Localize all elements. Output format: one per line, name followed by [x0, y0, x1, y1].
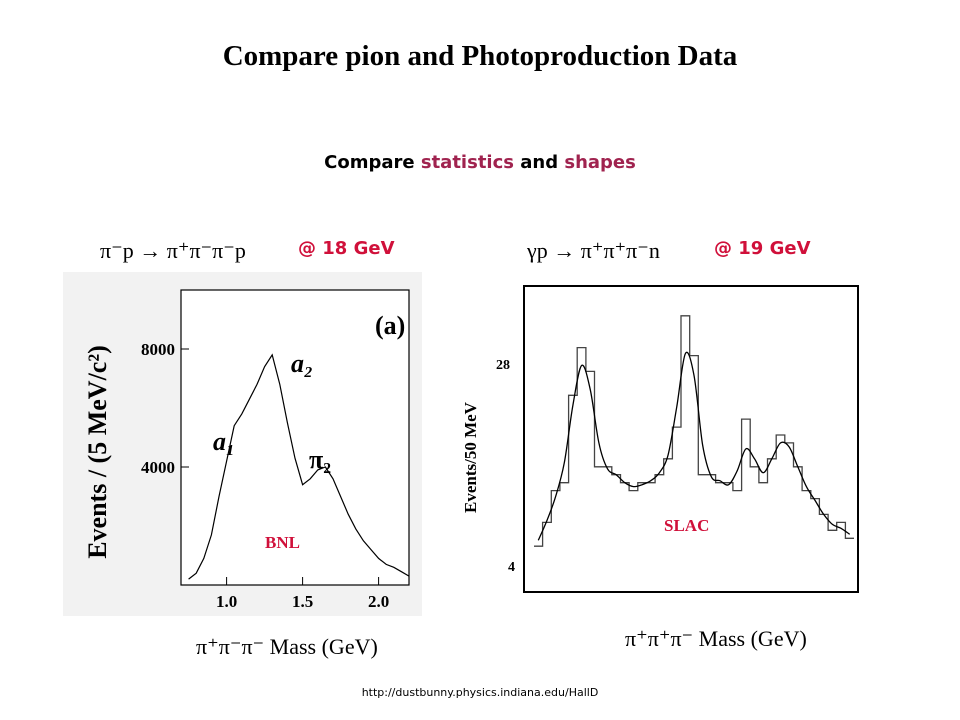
subtitle-middle: and	[513, 152, 565, 173]
subtitle: Compare statistics and shapes	[0, 152, 960, 173]
slac-xlabel: π⁺π⁺π⁻ Mass (GeV)	[625, 626, 807, 651]
source-url: http://dustbunny.physics.indiana.edu/Hal…	[361, 686, 599, 699]
slac-ytick-4: 4	[508, 560, 515, 575]
slac-chart: SLAC	[523, 285, 859, 593]
subtitle-statistics: statistics	[420, 152, 514, 173]
bnl-ytick-label: 4000	[141, 458, 175, 477]
bnl-ylabel: Events / (5 MeV/c²)	[83, 345, 112, 559]
slac-experiment-label: SLAC	[664, 516, 709, 535]
bnl-xtick-label: 1.0	[216, 592, 237, 611]
bnl-xtick-label: 2.0	[368, 592, 389, 611]
slac-ytick-28: 28	[496, 358, 510, 373]
bnl-xlabel: π⁺π⁻π⁻ Mass (GeV)	[196, 634, 378, 659]
slac-chart-panel: SLAC	[520, 278, 870, 600]
bnl-experiment-label: BNL	[265, 533, 300, 552]
bnl-xtick-label: 1.5	[292, 592, 313, 611]
slac-plot-frame	[523, 285, 859, 593]
slac-ylabel: Events/50 MeV	[461, 402, 480, 513]
bnl-plot-frame	[180, 289, 410, 586]
bnl-chart: 1.0 1.5 2.0 4000 8000 Events / (5 MeV/c²) (a…	[83, 289, 410, 611]
left-reaction: π⁻p → π⁺π⁻π⁻p	[100, 238, 246, 263]
slac-histogram	[534, 315, 854, 547]
right-reaction: γp → π⁺π⁺π⁻n	[527, 238, 660, 263]
bnl-ticks: 1.0 1.5 2.0 4000 8000	[141, 340, 389, 611]
bnl-chart-panel: 1.0 1.5 2.0 4000 8000 Events / (5 MeV/c²) (a…	[63, 272, 422, 616]
bnl-peak-a1: a₁	[213, 427, 235, 456]
slac-fit-curve	[537, 351, 851, 541]
bnl-ytick-label: 8000	[141, 340, 175, 359]
subtitle-prefix: Compare	[324, 152, 421, 173]
page-title: Compare pion and Photoproduction Data	[222, 40, 738, 72]
left-energy: @ 18 GeV	[298, 238, 395, 259]
bnl-peak-pi2: π₂	[309, 445, 331, 474]
subtitle-shapes: shapes	[564, 152, 636, 173]
bnl-data-line	[188, 353, 410, 580]
bnl-peak-a2: a₂	[291, 349, 313, 378]
bnl-panel-label: (a)	[375, 311, 405, 340]
right-energy: @ 19 GeV	[714, 238, 811, 259]
